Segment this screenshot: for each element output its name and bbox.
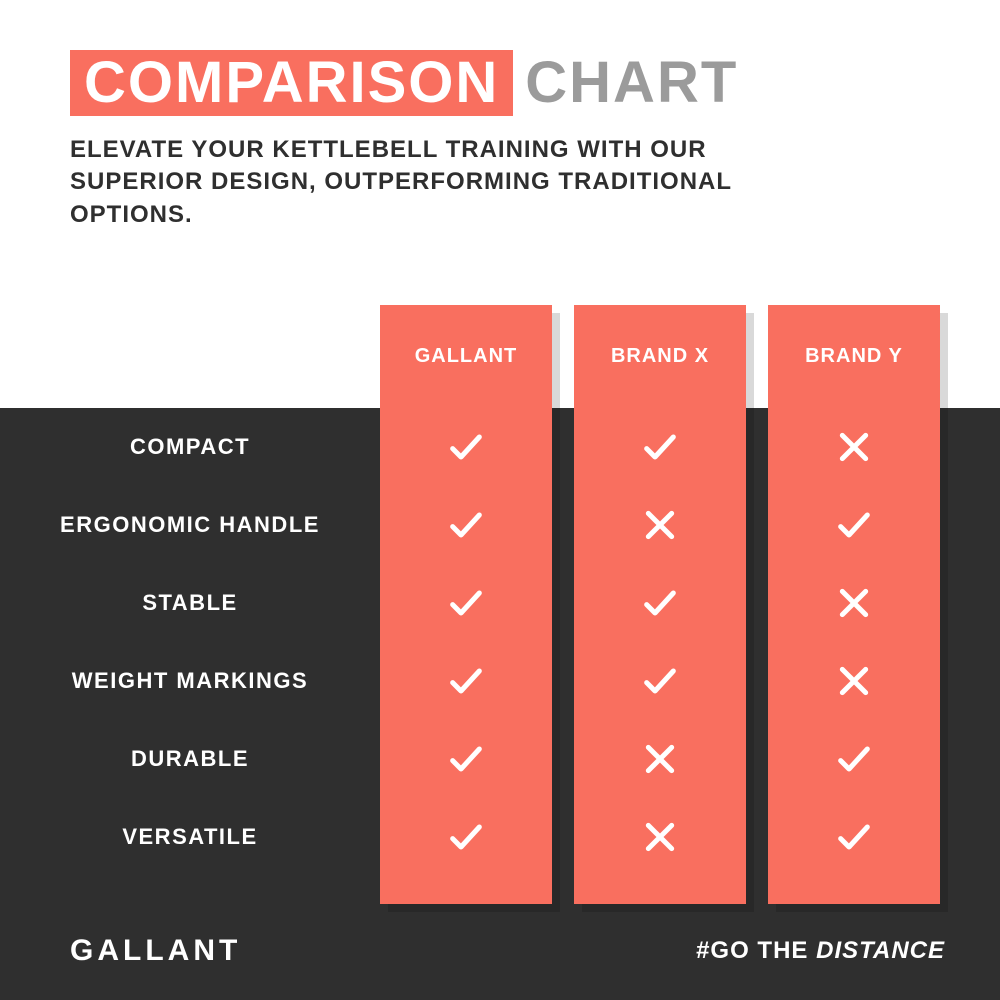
comparison-cell <box>574 564 746 642</box>
brand-logo: GALLANT <box>70 934 241 968</box>
comparison-cell <box>768 642 940 720</box>
check-icon <box>640 427 680 467</box>
cross-icon <box>834 427 874 467</box>
comparison-cell <box>574 486 746 564</box>
comparison-cell <box>768 798 940 876</box>
check-icon <box>446 505 486 545</box>
cross-icon <box>834 661 874 701</box>
page-title: COMPARISON CHART <box>70 50 930 116</box>
brand-cell-list <box>380 408 552 904</box>
tagline-prefix: #GO THE <box>696 937 816 964</box>
comparison-cell <box>574 720 746 798</box>
comparison-cell <box>574 642 746 720</box>
tagline: #GO THE DISTANCE <box>696 937 945 965</box>
brand-column-header: BRAND X <box>611 305 709 408</box>
cross-icon <box>640 505 680 545</box>
comparison-cell <box>380 564 552 642</box>
check-icon <box>446 817 486 857</box>
comparison-cell <box>768 720 940 798</box>
subtitle: ELEVATE YOUR KETTLEBELL TRAINING WITH OU… <box>70 134 810 231</box>
check-icon <box>446 661 486 701</box>
comparison-cell <box>574 798 746 876</box>
comparison-cell <box>768 408 940 486</box>
check-icon <box>834 739 874 779</box>
comparison-cell <box>380 642 552 720</box>
brand-column: GALLANT <box>380 305 552 904</box>
comparison-columns: GALLANT BRAND X BRAND Y <box>0 305 1000 904</box>
title-highlight: COMPARISON <box>70 50 513 116</box>
cross-icon <box>834 583 874 623</box>
footer: GALLANT #GO THE DISTANCE <box>70 934 945 968</box>
check-icon <box>834 505 874 545</box>
check-icon <box>446 427 486 467</box>
comparison-cell <box>574 408 746 486</box>
comparison-cell <box>768 486 940 564</box>
brand-column: BRAND X <box>574 305 746 904</box>
comparison-cell <box>380 408 552 486</box>
comparison-cell <box>380 720 552 798</box>
comparison-cell <box>380 798 552 876</box>
check-icon <box>446 583 486 623</box>
check-icon <box>640 661 680 701</box>
cross-icon <box>640 817 680 857</box>
cross-icon <box>640 739 680 779</box>
check-icon <box>834 817 874 857</box>
brand-column-header: GALLANT <box>415 305 518 408</box>
brand-cell-list <box>574 408 746 904</box>
title-rest: CHART <box>525 54 738 112</box>
check-icon <box>640 583 680 623</box>
comparison-cell <box>768 564 940 642</box>
tagline-emphasis: DISTANCE <box>816 937 945 964</box>
brand-cell-list <box>768 408 940 904</box>
check-icon <box>446 739 486 779</box>
brand-column-header: BRAND Y <box>805 305 903 408</box>
brand-column: BRAND Y <box>768 305 940 904</box>
comparison-cell <box>380 486 552 564</box>
